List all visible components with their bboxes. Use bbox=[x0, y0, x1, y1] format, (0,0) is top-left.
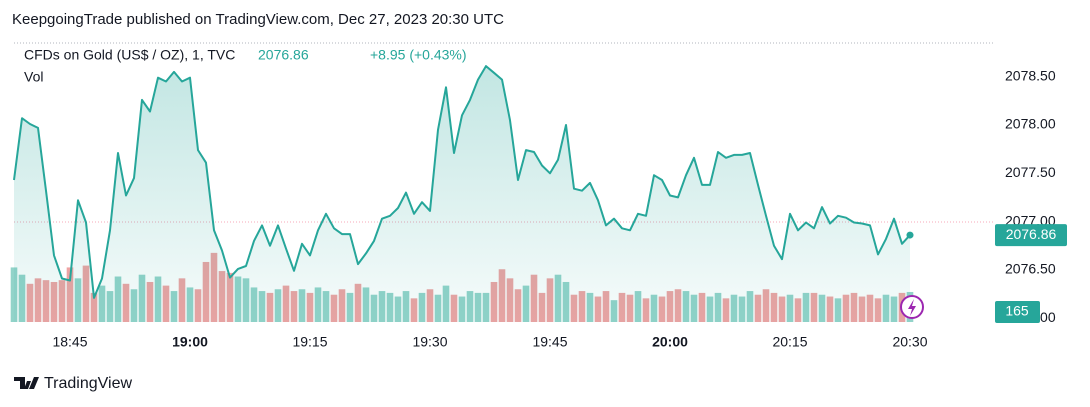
chart-title: CFDs on Gold (US$ / OZ), 1, TVC bbox=[24, 47, 235, 63]
x-tick-label: 19:15 bbox=[292, 334, 327, 350]
price-label-box bbox=[995, 224, 1067, 247]
last-price: 2076.86 bbox=[258, 47, 309, 63]
x-tick-label: 18:45 bbox=[52, 334, 87, 350]
brand: TradingView bbox=[44, 375, 132, 392]
y-tick-label: 2077.50 bbox=[1005, 164, 1056, 180]
x-tick-label: 19:45 bbox=[532, 334, 567, 350]
volume-label: Vol bbox=[24, 69, 43, 85]
x-tick-label: 19:00 bbox=[172, 334, 208, 350]
y-tick-label: 2078.50 bbox=[1005, 67, 1056, 83]
last-point bbox=[906, 231, 914, 239]
change: +8.95 (+0.43%) bbox=[370, 47, 467, 63]
publisher: KeepgoingTrade published on TradingView.… bbox=[12, 11, 504, 28]
x-tick-label: 20:15 bbox=[772, 334, 807, 350]
price-line bbox=[13, 65, 911, 299]
y-tick-label: 2076.50 bbox=[1005, 261, 1056, 277]
x-tick-label: 20:00 bbox=[652, 334, 688, 350]
price-label: 2076.86 bbox=[1006, 226, 1057, 242]
x-tick-label: 19:30 bbox=[412, 334, 447, 350]
volume-label-box bbox=[995, 301, 1040, 323]
logo: TradingView bbox=[14, 375, 132, 392]
alert-bolt bbox=[908, 299, 916, 316]
price-area bbox=[14, 66, 910, 322]
plot bbox=[10, 65, 914, 322]
y-tick-label: 2078.00 bbox=[1005, 116, 1056, 132]
volume-value-label: 165 bbox=[1005, 303, 1029, 319]
x-tick-label: 20:30 bbox=[892, 334, 927, 350]
